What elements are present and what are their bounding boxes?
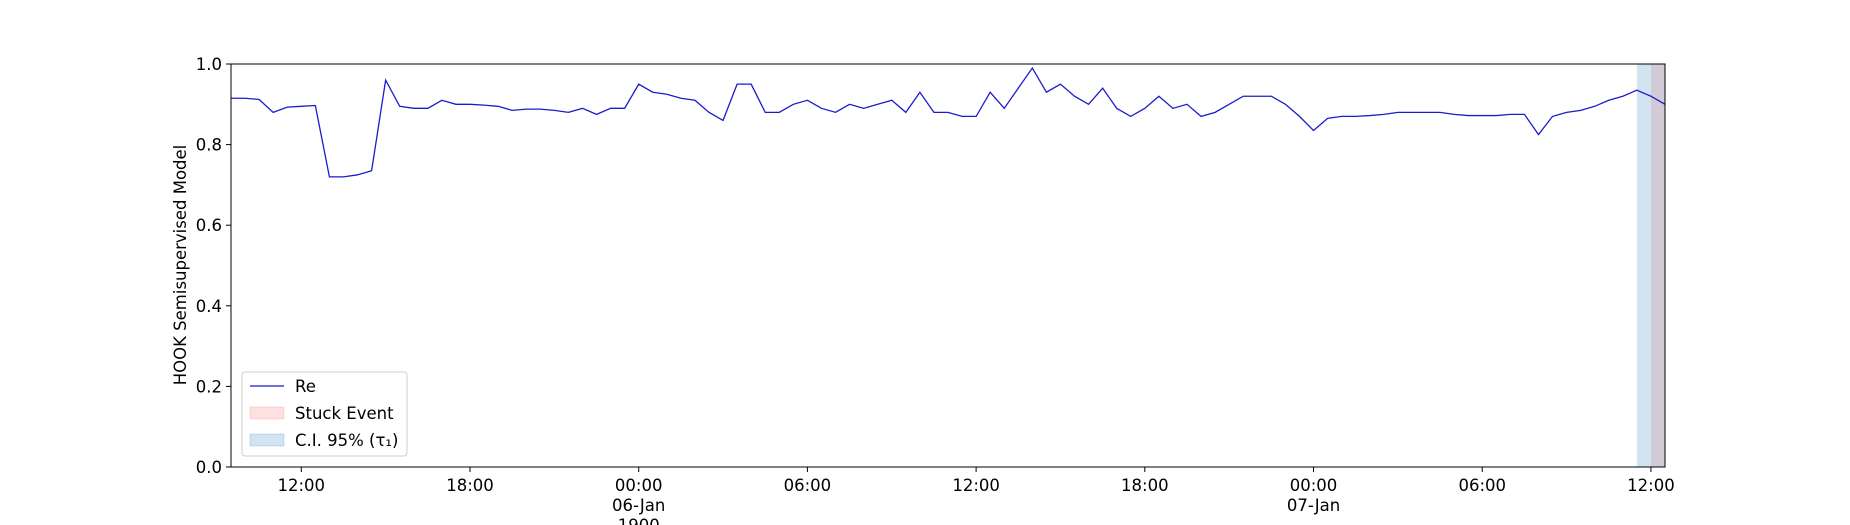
y-tick-label: 0.2: [196, 377, 222, 396]
x-tick-label: 12:00: [952, 476, 1000, 495]
x-tick-label: 12:00: [1627, 476, 1675, 495]
legend-box: [241, 371, 408, 457]
span: [1650, 64, 1665, 467]
y-tick-label: 0.0: [196, 458, 222, 477]
x-tick-label: 06:00: [784, 476, 832, 495]
x-tick-label: 00:00 07-Jan: [1287, 476, 1340, 515]
legend-patch: [249, 433, 285, 447]
series-line: [231, 66, 1666, 178]
y-tick-label: 0.6: [196, 216, 222, 235]
x-tick-label: 12:00: [278, 476, 326, 495]
x-tick-label: 18:00: [446, 476, 494, 495]
x-tick-label: 06:00: [1458, 476, 1506, 495]
x-tick-label: 18:00: [1121, 476, 1169, 495]
legend-label: Re: [295, 377, 316, 396]
y-axis-label: HOOK Semisupervised Model: [171, 145, 190, 386]
legend-patch: [249, 406, 285, 420]
legend-label: Stuck Event: [295, 404, 394, 423]
y-tick-label: 0.8: [196, 136, 222, 155]
axes-frame: [230, 63, 1666, 468]
y-tick-label: 0.4: [196, 297, 222, 316]
y-tick-label: 1.0: [196, 55, 222, 74]
span: [1636, 64, 1665, 467]
legend-label: C.I. 95% (τ₁): [295, 431, 398, 450]
